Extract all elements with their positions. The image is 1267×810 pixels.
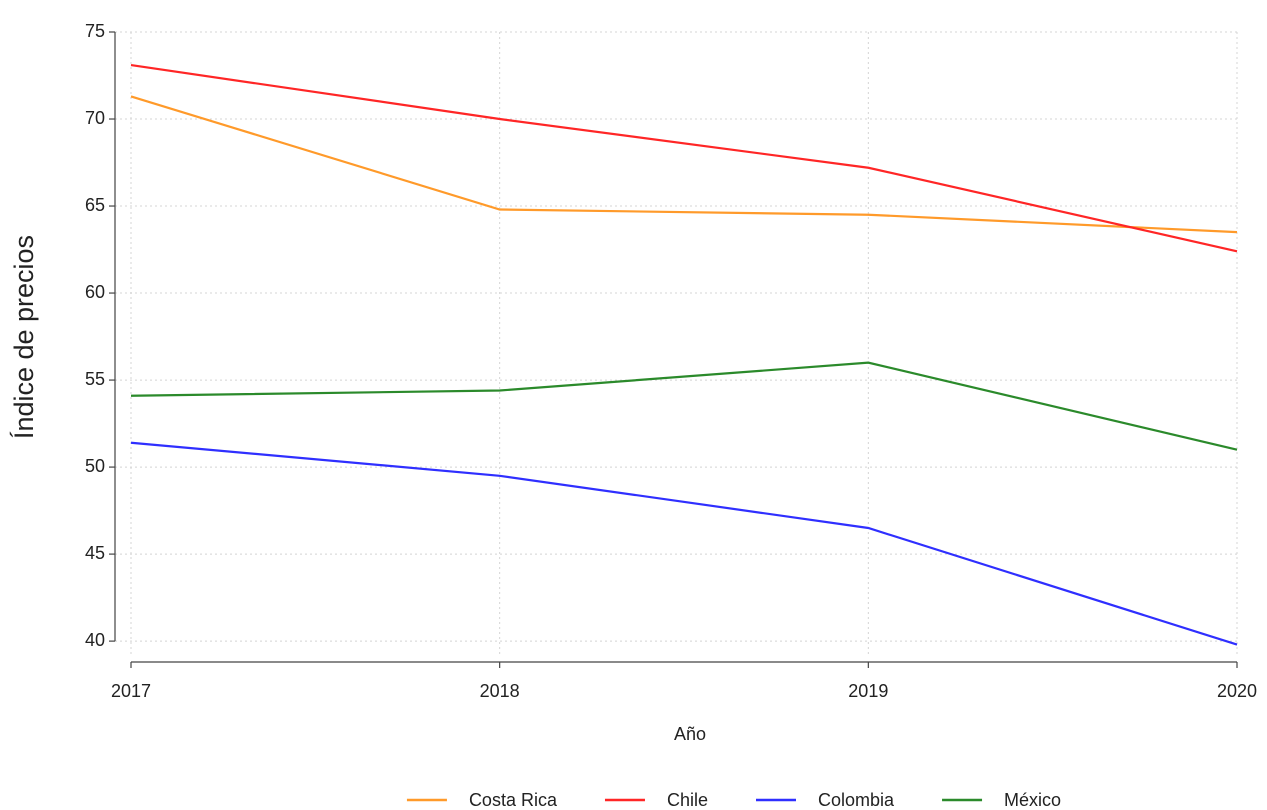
line-series: [130, 95, 1238, 234]
line-series: [130, 441, 1238, 646]
legend-label: México: [1004, 790, 1061, 810]
y-tick-label: 40: [85, 630, 105, 650]
y-tick-label: 55: [85, 369, 105, 389]
legend-label: Colombia: [818, 790, 895, 810]
x-tick-label: 2018: [480, 681, 520, 701]
legend: Costa Rica Chile Colombia México: [406, 790, 1061, 810]
line-series: [130, 63, 1238, 253]
y-axis-label: Índice de precios: [9, 235, 39, 439]
x-tick-label: 2020: [1217, 681, 1257, 701]
y-tick-label: 60: [85, 282, 105, 302]
x-tick-label: 2019: [848, 681, 888, 701]
legend-label: Chile: [667, 790, 708, 810]
y-tick-label: 50: [85, 456, 105, 476]
x-tick-label: 2017: [111, 681, 151, 701]
y-tick-label: 70: [85, 108, 105, 128]
x-axis-label: Año: [674, 724, 706, 744]
line-series: [130, 361, 1238, 451]
y-tick-label: 65: [85, 195, 105, 215]
y-tick-label: 75: [85, 21, 105, 41]
legend-label: Costa Rica: [469, 790, 558, 810]
y-tick-label: 45: [85, 543, 105, 563]
